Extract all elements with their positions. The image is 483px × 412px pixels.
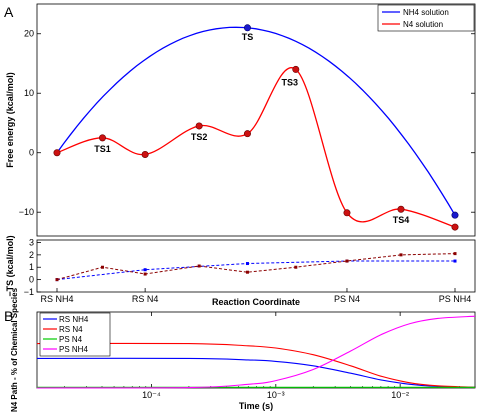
series-line-entropy-nh4 [56,260,455,281]
panel-a-series [53,24,459,231]
legend-label-ps-nh4: PS NH4 [59,345,88,354]
legend-label-rs-n4: RS N4 [59,325,83,334]
data-point-entropy-n4 [453,252,457,256]
panel-b-xtick-label: 10⁻⁴ [142,390,161,400]
legend-label-ps-n4: PS N4 [59,335,83,344]
panel-label-a: A [4,4,14,20]
panel-a-lower-xtick-label: RS NH4 [40,294,73,304]
panel-b-xtick-label: 10⁻² [391,390,409,400]
panel-label-b: B [4,308,13,324]
data-point-entropy-n4 [294,265,298,269]
panel-a-lower-xtick-label: PS N4 [334,294,360,304]
legend-label-rs-nh4: RS NH4 [59,315,89,324]
panel-b-xlabel: Time (s) [239,401,273,411]
data-point-n4 [195,122,203,130]
panel-b-series [36,315,476,389]
panel-a-lower-xlabel: Reaction Coordinate [212,297,300,307]
data-point-entropy-nh4 [245,262,249,266]
series-line-n4 [56,67,456,228]
data-point-entropy-n4 [143,272,147,276]
series-line-ps-nh4 [36,315,476,389]
annotation-label: TS3 [282,77,299,87]
panel-a-frame [36,3,476,237]
panel-a-lower-series [55,252,457,282]
panel-a-lower-ytick-label: 2 [29,250,34,260]
data-point-n4 [243,130,251,138]
panel-a-ytick-label: 10 [24,88,34,98]
data-point-n4 [141,151,149,159]
data-point-n4 [53,149,61,157]
panel-a-ytick-label: 20 [24,29,34,39]
series-line-nh4 [56,26,456,216]
data-point-nh4 [243,24,251,32]
data-point-entropy-n4 [100,265,104,269]
panel-a-lower-frame [36,239,476,293]
panel-a-annotations: TS TS1 TS2 TS3 TS4 [94,32,409,225]
panel-a-ytick-label: −10 [19,207,34,217]
series-line-entropy-n4 [56,253,456,281]
annotation-label: TS4 [393,215,410,225]
panel-a-ytick-label: 0 [29,148,34,158]
annotation-label: TS2 [191,132,208,142]
panel-b-legend: RS NH4 RS N4 PS N4 PS NH4 [39,312,111,357]
data-point-entropy-n4 [55,278,59,282]
panel-a-lower-ylabel: −TS (kcal/mol) [5,235,15,296]
legend-label-nh4: NH4 solution [403,8,449,17]
panel-a-lower-xtick-label: RS N4 [132,294,159,304]
data-point-entropy-nh4 [143,268,147,272]
legend-label-n4: N4 solution [403,20,443,29]
panel-a-lower-yticks: 3 2 1 0 −1 [24,237,41,297]
panel-a-legend-box [377,4,475,32]
annotation-label: TS1 [94,144,111,154]
panel-b-frame [36,311,476,389]
data-point-entropy-n4 [399,253,403,257]
panel-a-ylabel: Free energy (kcal/mol) [5,72,15,168]
data-point-entropy-n4 [345,259,349,263]
series-line-rs-nh4 [36,357,476,388]
panel-a-lower-xtick-label: PS NH4 [439,294,472,304]
data-point-entropy-n4 [197,264,201,268]
panel-a-lower-xticks: RS NH4 RS N4 PS N4 PS NH4 [40,288,471,304]
data-point-n4 [98,134,106,142]
data-point-n4 [343,209,351,217]
data-point-entropy-nh4 [453,259,457,263]
panel-a-lower-ytick-label: 0 [29,275,34,285]
panel-a-lower-ytick-label: −1 [24,287,34,297]
series-line-rs-n4 [36,342,476,388]
data-point-nh4 [451,211,459,219]
annotation-label: TS [242,32,254,42]
panel-a-yticks: 20 10 0 −10 [19,29,475,217]
data-point-n4 [451,223,459,231]
panel-b-xtick-label: 10⁻³ [267,390,285,400]
panel-a-lower-ytick-label: 1 [29,262,34,272]
panel-b-ylabel: N4 Path - % of Chemical Species [10,287,19,412]
data-point-n4 [292,65,300,73]
data-point-n4 [397,205,405,213]
data-point-entropy-n4 [245,270,249,274]
panel-a-legend: NH4 solution N4 solution [377,4,475,32]
panel-a-lower-ytick-label: 3 [29,237,34,247]
